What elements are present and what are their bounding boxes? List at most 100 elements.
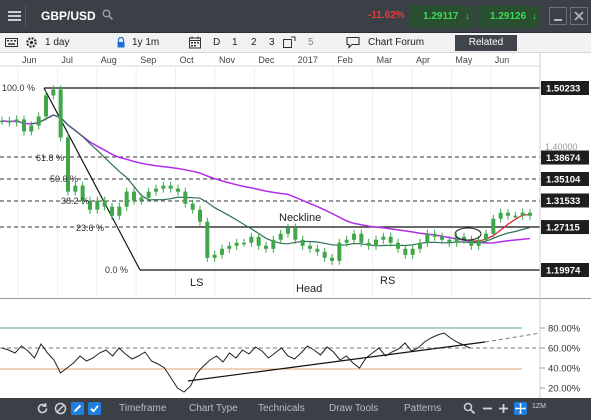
symbol-title[interactable]: GBP/USD [41,9,96,23]
candle-body [234,242,239,246]
osc-tick-label: 80.00% [548,324,581,335]
sell-price-button[interactable]: 1.29117 ↓ [410,6,473,28]
buy-price-button[interactable]: 1.29126 ↓ [477,6,540,28]
y-tick-partial: 1.40000 [545,142,578,152]
osc-tick-label: 40.00% [548,364,581,375]
left-shoulder-label: LS [190,277,203,289]
x-tick-label: Dec [258,55,275,65]
related-button[interactable]: Related [455,35,517,51]
fib-label-236: 23.6 % [76,223,104,233]
candle-body [7,120,12,123]
interval-select[interactable]: 1 day [45,37,70,48]
minimize-icon[interactable] [549,7,567,25]
candle-body [418,242,422,249]
tab-patterns[interactable]: Patterns [404,403,442,414]
mode-1[interactable]: 1 [232,37,238,48]
candle-body [73,185,78,192]
x-tick-label: May [455,55,473,65]
sell-price: 1.29117 [423,11,459,22]
buy-price: 1.29126 [490,11,527,22]
osc-tick-label: 20.00% [548,384,581,395]
calendar-icon[interactable] [189,36,201,49]
y-tick-label: 1.50233 [546,84,580,95]
y-tick-label: 1.35104 [546,174,581,185]
fib-label-100: 100.0 % [2,83,35,93]
gear-icon[interactable] [25,36,38,49]
tab-timeframe[interactable]: Timeframe [119,403,167,414]
percent-change: -11.62% [368,10,405,21]
candle-body [506,212,510,216]
candle-body [271,239,276,249]
x-tick-label: 2017 [298,55,318,65]
candle-body [36,116,41,126]
price-candles [0,85,532,265]
candle-body [410,248,415,255]
candle-body [520,212,525,216]
chart-toolbar: 1 day 1y 1m D 1 2 3 5 Chart Forum Relate… [0,33,591,53]
candle-body [198,209,202,222]
range-select[interactable]: 1y 1m [132,37,160,48]
candle-body [161,185,166,189]
fib-label-500: 50.0 % [50,174,78,184]
pencil-icon[interactable] [71,402,84,415]
title-bar: GBP/USD -11.62% 1.29117 ↓ 1.29126 ↓ [0,0,591,33]
layout-icon[interactable] [283,36,296,49]
tab-technicals[interactable]: Technicals [258,403,305,414]
candle-body [0,120,4,123]
block-icon[interactable] [54,402,67,415]
zoom-out-icon[interactable] [481,402,494,415]
zoom-in-icon[interactable] [497,402,510,415]
layout-count[interactable]: 5 [308,37,314,48]
lock-icon[interactable] [117,37,125,48]
candle-body [227,245,232,249]
mode-2[interactable]: 2 [251,37,257,48]
mode-d[interactable]: D [213,37,221,48]
candle-body [462,236,466,240]
candle-body [469,239,474,246]
right-shoulder-label: RS [380,275,395,287]
candle-body [14,119,19,123]
candle-body [249,236,254,243]
keyboard-icon[interactable] [5,36,18,49]
search-icon[interactable] [102,9,113,20]
zoom-mode-label[interactable]: 1ZM [532,403,546,410]
checkbox-icon[interactable] [88,402,101,415]
down-arrow-icon: ↓ [465,11,470,22]
candle-body [278,233,283,240]
refresh-icon[interactable] [36,402,49,415]
candle-body [528,212,532,216]
pan-icon[interactable] [514,402,527,415]
chart-forum-link[interactable]: Chart Forum [368,37,425,48]
x-tick-label: Apr [416,55,430,65]
candle-body [44,95,48,117]
candle-body [80,185,85,201]
candle-body [110,206,114,216]
y-tick-tag [541,81,589,95]
chat-icon[interactable] [346,36,360,49]
candle-body [242,242,246,245]
candle-body [95,200,100,210]
candle-body [308,245,312,249]
y-tick-label: 1.27115 [546,223,581,234]
candle-body [264,245,268,249]
x-tick-label: Mar [377,55,393,65]
tab-draw-tools[interactable]: Draw Tools [329,403,379,414]
x-tick-label: Aug [101,55,117,65]
close-icon[interactable] [570,7,588,25]
candle-body [366,242,371,246]
oscillator-chart[interactable]: 80.00% 60.00% 40.00% 20.00% [0,298,591,398]
candle-body [330,257,334,261]
candle-body [476,239,481,246]
mode-3[interactable]: 3 [269,37,275,48]
y-tick-tag [541,171,589,186]
zoom-search-icon[interactable] [463,402,476,415]
menu-icon[interactable] [4,5,26,27]
candle-body [337,242,342,261]
x-tick-label: Jul [61,55,73,65]
candle-body [256,236,261,246]
candle-body [440,236,444,240]
oscillator-trend-line [187,341,486,382]
moving-average-fast [471,213,531,242]
tab-chart-type[interactable]: Chart Type [189,403,238,414]
price-chart[interactable]: Jun Jul Aug Sep Oct Nov Dec 2017 Feb Mar Apr May Jun… [0,53,591,298]
